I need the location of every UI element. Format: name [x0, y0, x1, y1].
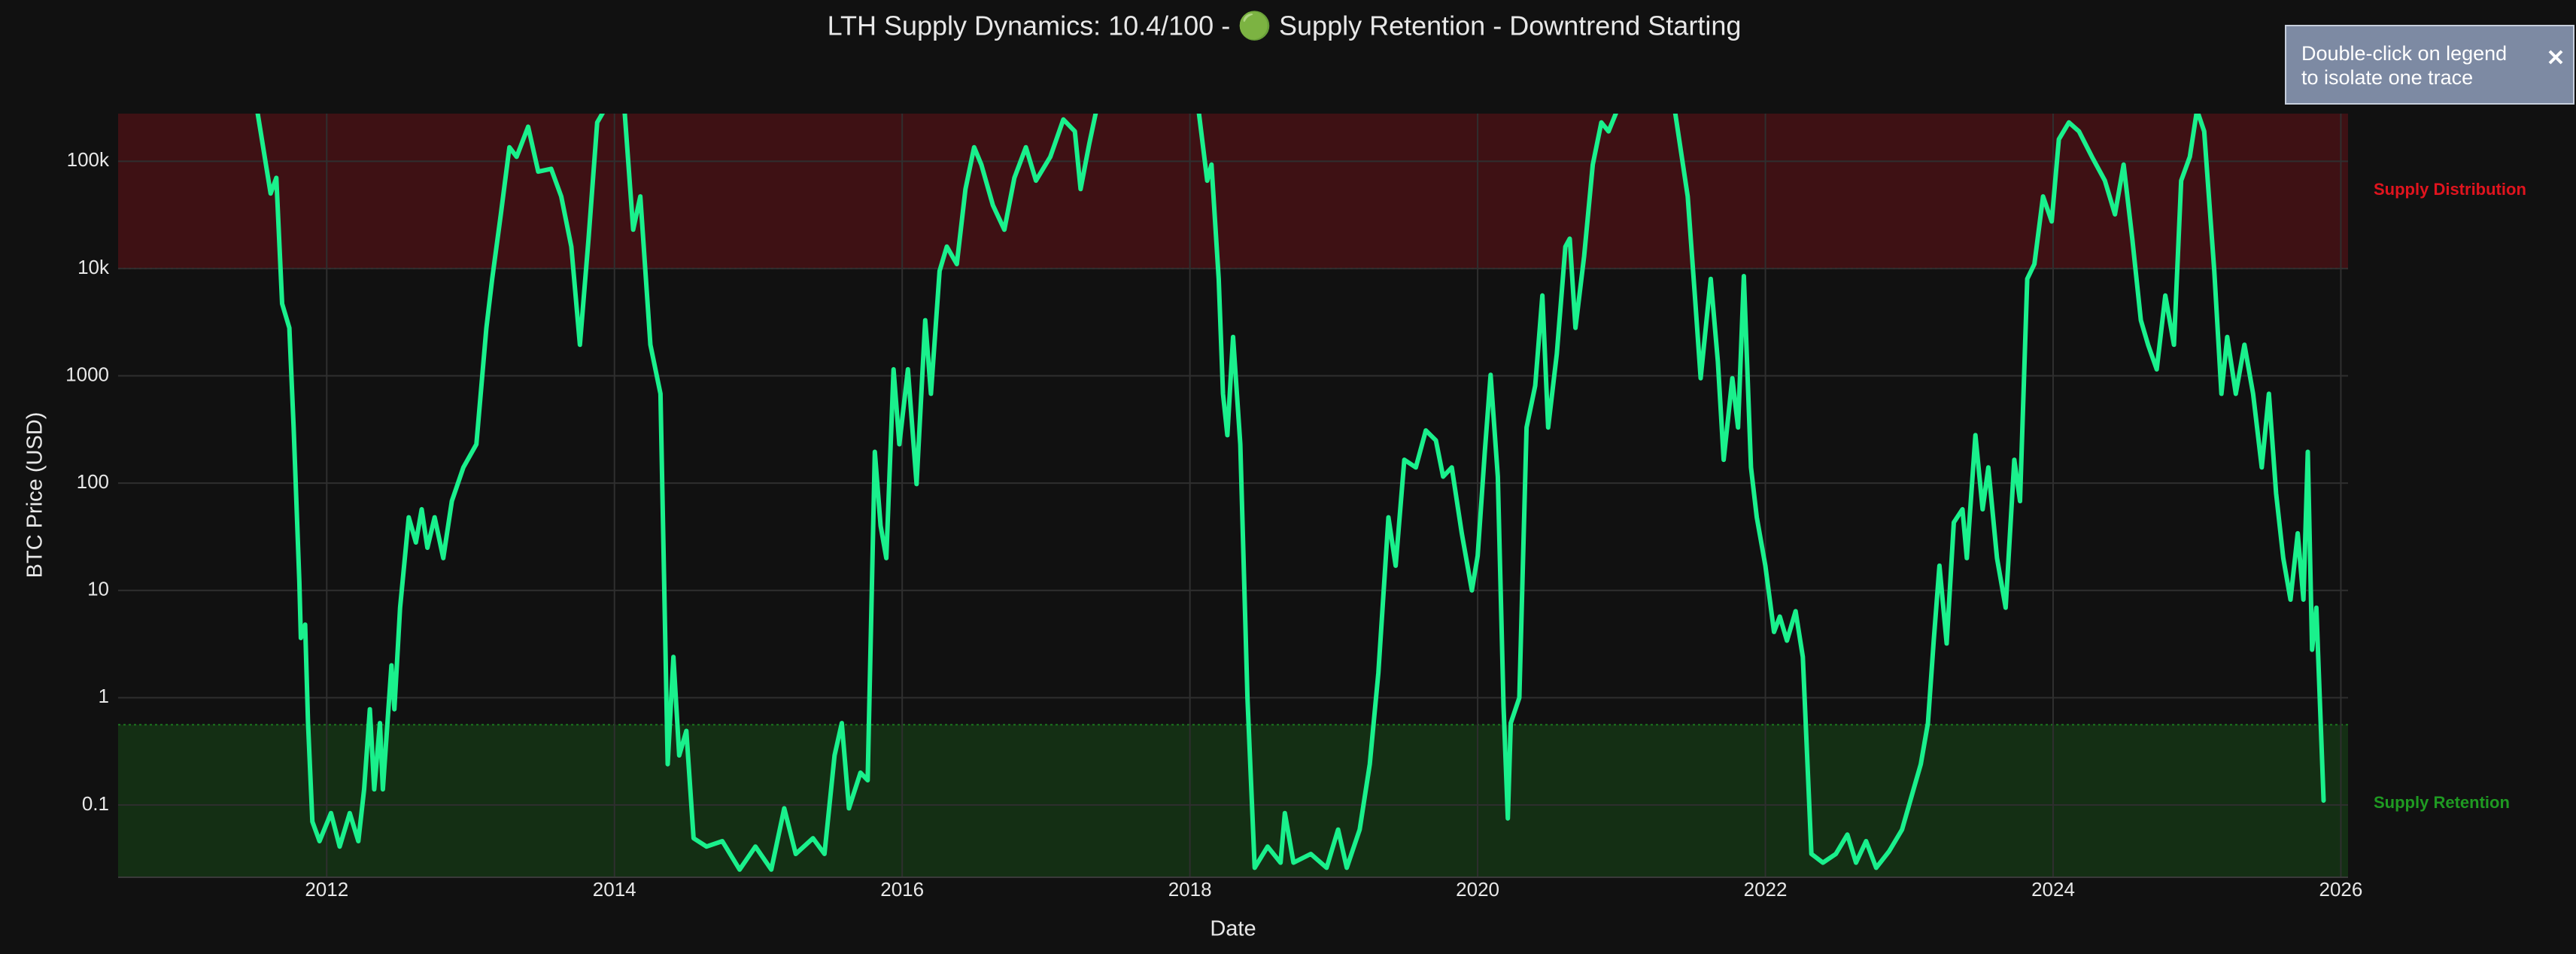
y-tick-label: 100k [67, 148, 110, 171]
y-tick-label: 10k [77, 256, 110, 278]
band-label: Supply Distribution [2374, 180, 2526, 199]
notifier[interactable]: Double-click on legend to isolate one tr… [2285, 25, 2574, 105]
x-tick-label: 2020 [1456, 878, 1499, 901]
x-tick-label: 2026 [2319, 878, 2363, 901]
band [118, 114, 2348, 269]
x-tick-label: 2012 [305, 878, 348, 901]
chart-title: LTH Supply Dynamics: 10.4/100 - 🟢 Supply… [828, 11, 1742, 41]
x-tick-label: 2016 [880, 878, 924, 901]
y-tick-label: 0.1 [82, 792, 109, 815]
y-tick-label: 1000 [65, 363, 109, 385]
x-axis-title: Date [1210, 917, 1256, 941]
data-line [255, 114, 2326, 872]
plot-area [118, 114, 2348, 877]
x-tick-label: 2022 [1744, 878, 1788, 901]
x-tick-label: 2018 [1168, 878, 1212, 901]
y-tick-label: 1 [99, 685, 109, 707]
x-tick-label: 2014 [593, 878, 636, 901]
y-tick-label: 100 [77, 470, 109, 493]
y-tick-label: 10 [87, 578, 109, 600]
y-axis-title: BTC Price (USD) [23, 412, 47, 579]
band [118, 725, 2348, 877]
band-label: Supply Retention [2374, 793, 2510, 812]
x-tick-label: 2024 [2031, 878, 2075, 901]
